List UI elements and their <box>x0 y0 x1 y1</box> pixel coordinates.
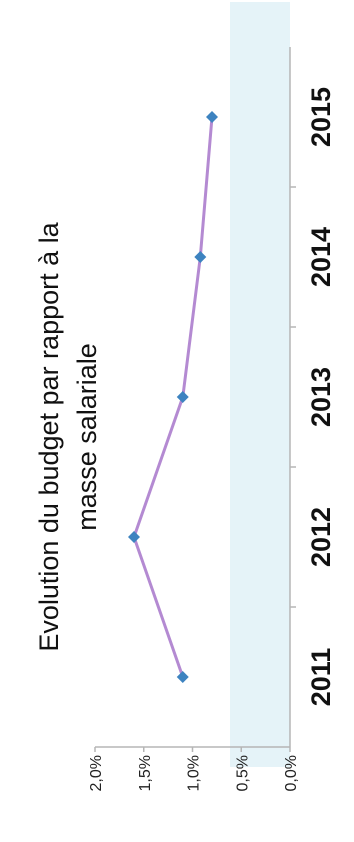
series-markers <box>128 111 218 683</box>
plot-background-band <box>230 2 290 767</box>
x-tick-label: 2013 <box>306 367 336 427</box>
x-tick-label: 2015 <box>306 87 336 147</box>
chart-title-line-2: masse salariale <box>72 343 102 531</box>
y-tick-label: 1,0% <box>186 755 203 791</box>
y-tick-label: 0,0% <box>283 755 300 791</box>
x-tick-labels: 2011 2012 2013 2014 2015 <box>306 87 336 706</box>
data-point-marker <box>194 251 207 263</box>
y-tick-label: 0,5% <box>234 755 251 791</box>
x-tick-label: 2012 <box>306 507 336 567</box>
data-point-marker <box>128 531 140 543</box>
data-point-marker <box>176 671 189 683</box>
data-point-marker <box>206 111 218 123</box>
series-line <box>132 116 214 678</box>
y-tick-marks <box>94 747 291 752</box>
y-tick-labels: 0,0% 0,5% 1,0% 1,5% 2,0% <box>88 755 300 791</box>
y-tick-label: 1,5% <box>137 755 154 791</box>
x-tick-label: 2014 <box>306 227 336 287</box>
x-tick-label: 2011 <box>306 648 336 707</box>
chart-title-line-1: Evolution du budget par rapport à la <box>34 221 64 651</box>
y-tick-label: 2,0% <box>88 755 105 791</box>
x-tick-marks <box>290 186 296 608</box>
data-point-marker <box>176 391 189 403</box>
